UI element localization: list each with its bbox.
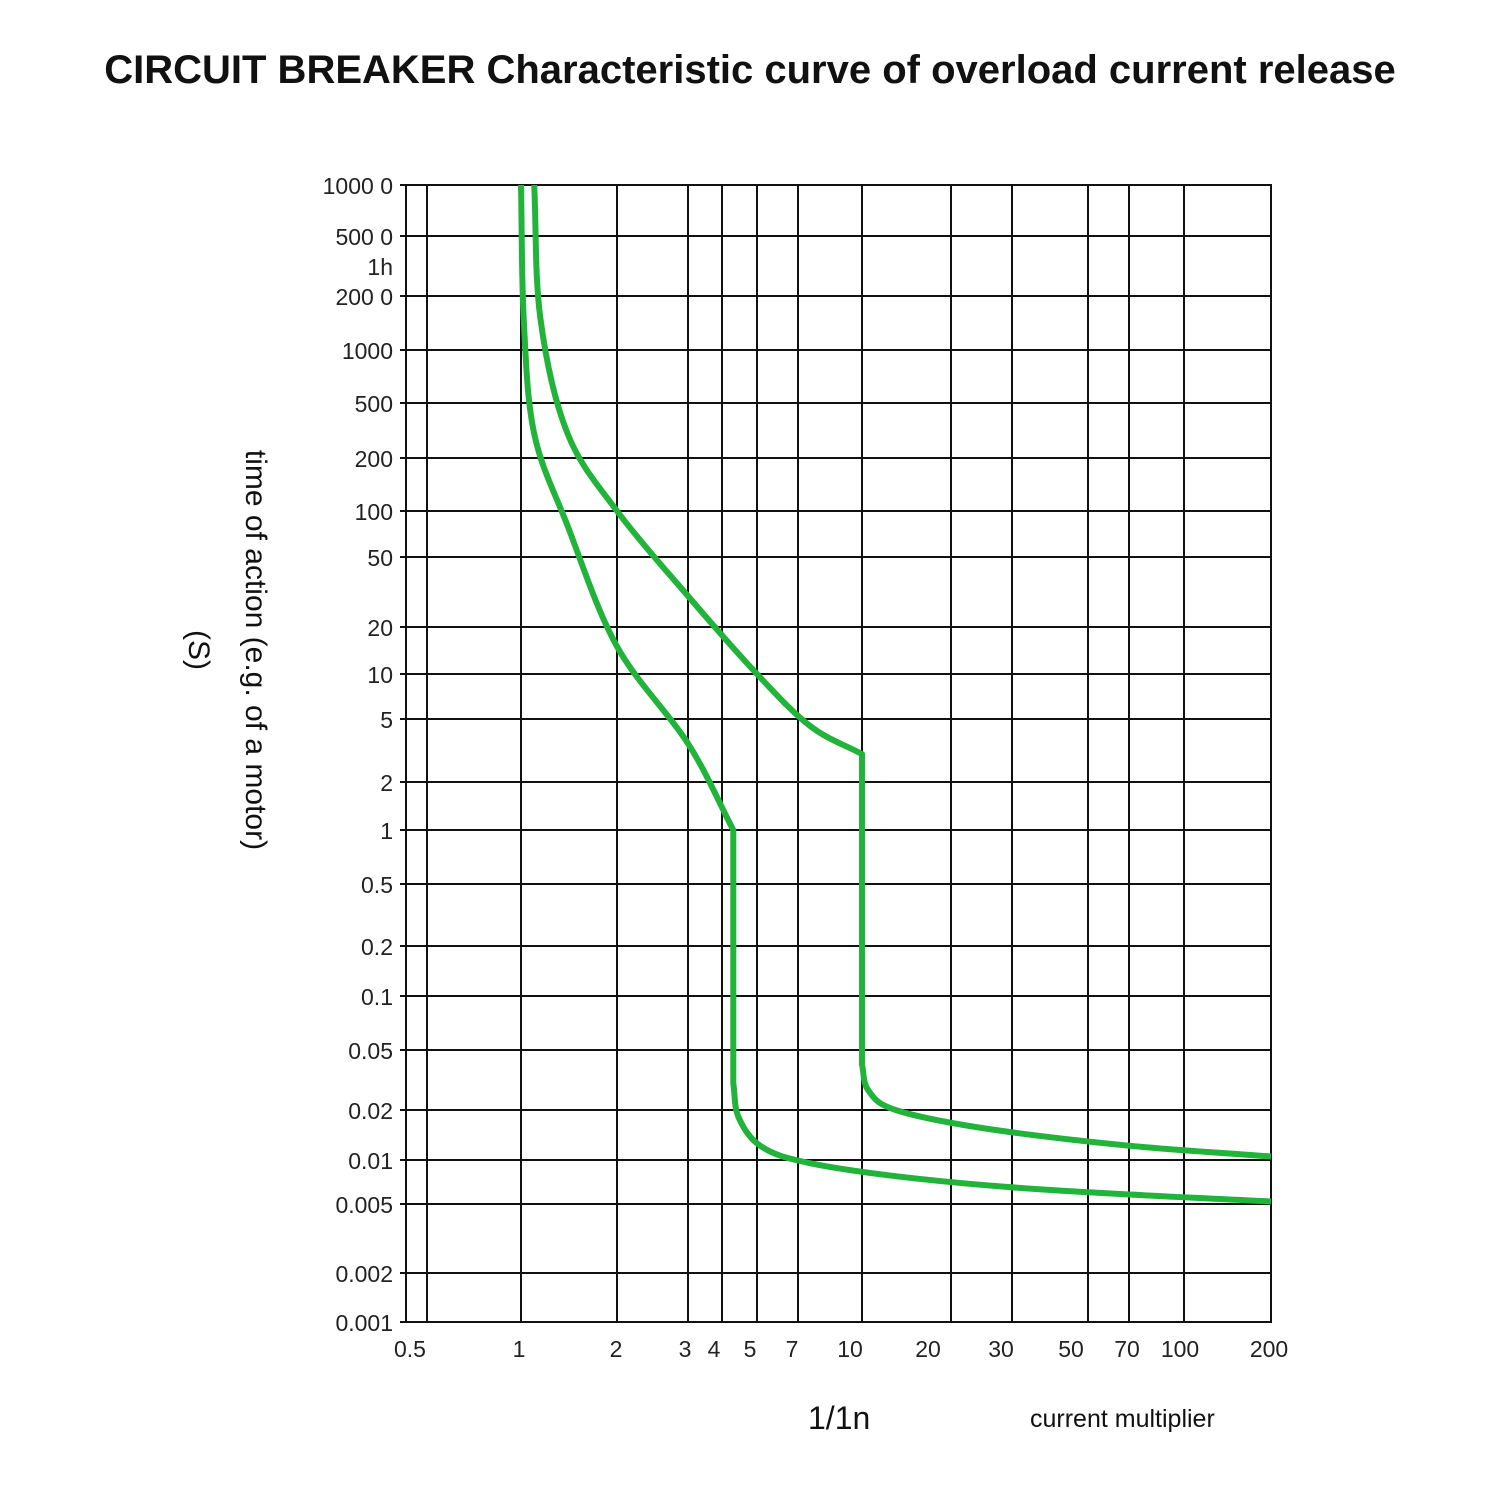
curves <box>518 184 1272 1205</box>
y-tick-label: 20 <box>367 615 393 641</box>
y-tick-label: 5 <box>380 707 393 733</box>
x-axis-note: current multiplier <box>1030 1405 1215 1433</box>
x-tick-label: 30 <box>988 1336 1014 1362</box>
y-tick-label: 100 <box>355 499 393 525</box>
x-tick-label: 20 <box>915 1336 941 1362</box>
x-tick-label: 200 <box>1250 1336 1288 1362</box>
y-tick-label: 0.02 <box>348 1098 393 1124</box>
y-tick-label: 0.2 <box>361 934 393 960</box>
tick-labels: 1000 0 500 0 1h 200 0 1000 500 200 100 50 20 10 5 2 1… <box>323 173 1289 1362</box>
x-tick-label: 3 <box>679 1336 692 1362</box>
chart-title: CIRCUIT BREAKER Characteristic curve of … <box>104 48 1396 92</box>
y-tick-label: 0.001 <box>335 1310 393 1336</box>
y-tick-label: 200 <box>355 446 393 472</box>
y-tick-label: 10 <box>367 662 393 688</box>
y-tick-label: 0.5 <box>361 872 393 898</box>
trip-curve-2 <box>531 184 1272 1160</box>
x-tick-label: 5 <box>744 1336 757 1362</box>
x-tick-label: 7 <box>786 1336 799 1362</box>
grid <box>400 184 1272 1323</box>
y-tick-label: 1000 0 <box>323 173 393 199</box>
y-tick-label: 0.01 <box>348 1148 393 1174</box>
x-tick-label: 50 <box>1058 1336 1084 1362</box>
x-tick-label: 4 <box>708 1336 721 1362</box>
y-tick-label: 200 0 <box>335 284 393 310</box>
x-tick-label: 100 <box>1161 1336 1199 1362</box>
y-tick-label: 0.1 <box>361 984 393 1010</box>
y-tick-label: 50 <box>367 545 393 571</box>
plot-frame <box>405 184 1272 1323</box>
x-tick-label: 1 <box>513 1336 526 1362</box>
x-tick-label: 10 <box>837 1336 863 1362</box>
x-tick-label: 2 <box>610 1336 623 1362</box>
trip-curve-1 <box>518 184 1272 1205</box>
x-axis-label: 1/1n <box>808 1400 871 1436</box>
y-tick-label: 500 0 <box>335 224 393 250</box>
y-tick-label: 0.005 <box>335 1192 393 1218</box>
y-tick-label: 0.002 <box>335 1261 393 1287</box>
x-tick-label: 70 <box>1114 1336 1140 1362</box>
y-tick-label: 2 <box>380 770 393 796</box>
y-tick-label: 1 <box>380 818 393 844</box>
y-tick-label: 0.05 <box>348 1038 393 1064</box>
x-tick-label: 0.5 <box>394 1336 426 1362</box>
y-tick-label: 500 <box>355 391 393 417</box>
y-tick-label: 1000 <box>342 338 393 364</box>
y-tick-label: 1h <box>367 254 393 280</box>
